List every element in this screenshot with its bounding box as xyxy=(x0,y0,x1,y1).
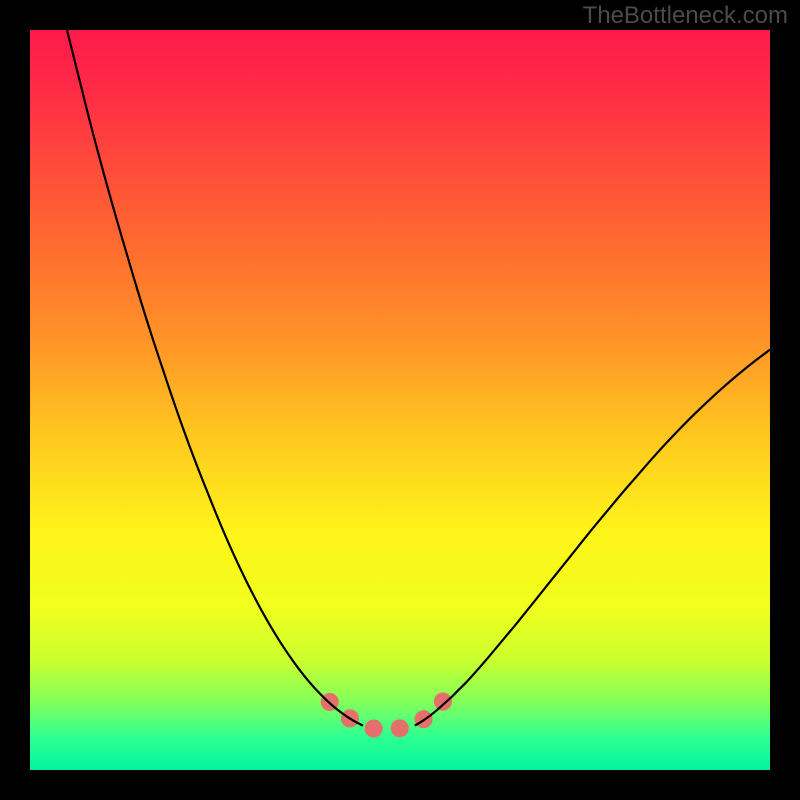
plot-area xyxy=(30,30,770,770)
series-left_curve xyxy=(67,30,363,726)
series-right_curve xyxy=(415,350,770,726)
series-highlight_band xyxy=(330,697,447,730)
chart-svg xyxy=(30,30,770,770)
watermark-text: TheBottleneck.com xyxy=(583,2,788,30)
